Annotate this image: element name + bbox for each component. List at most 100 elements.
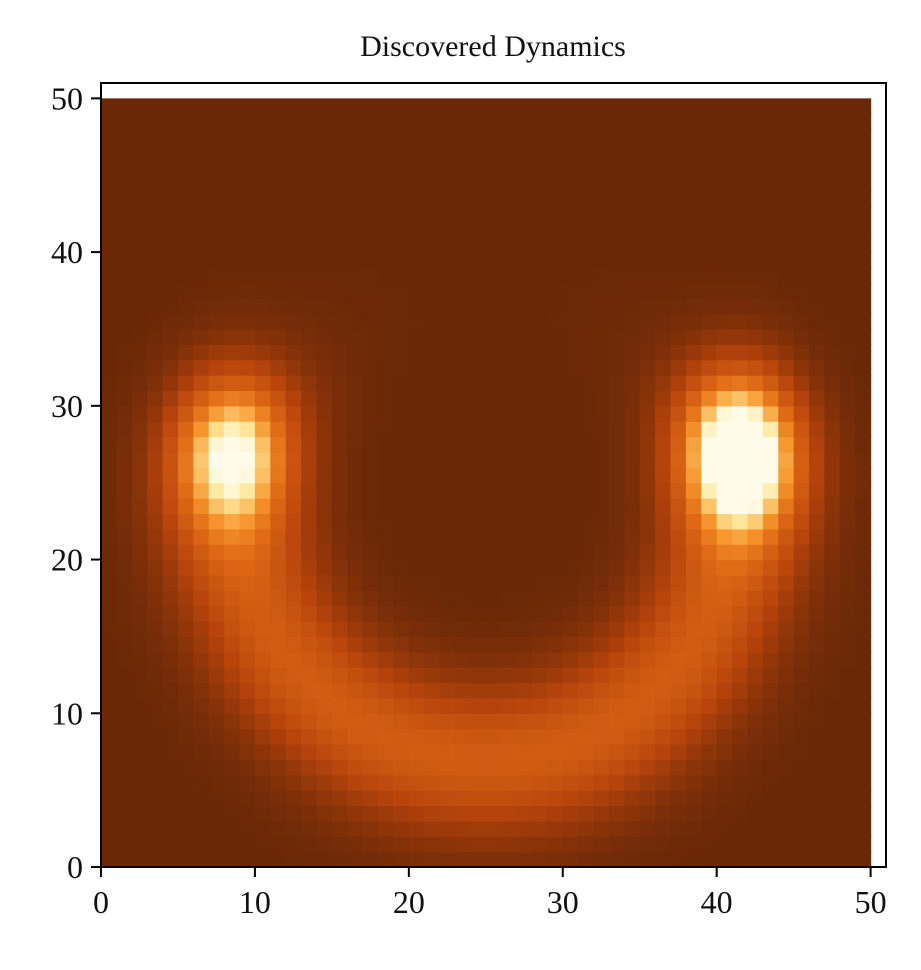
heatmap-cell [270, 513, 287, 530]
heatmap-cell [254, 113, 271, 130]
heatmap-cell [670, 744, 687, 760]
heatmap-cell [824, 175, 841, 192]
heatmap-cell [270, 405, 287, 422]
heatmap-cell [193, 559, 210, 576]
heatmap-cell [193, 175, 210, 192]
heatmap-cell [301, 590, 318, 607]
heatmap-cell [439, 359, 456, 376]
heatmap-cell [316, 175, 333, 192]
heatmap-cell [162, 713, 179, 730]
heatmap-cell [562, 436, 579, 453]
heatmap-cell [516, 759, 533, 776]
heatmap-cell [239, 498, 256, 515]
heatmap-cell [624, 559, 641, 576]
heatmap-cell [670, 359, 687, 376]
heatmap-cell [747, 144, 764, 161]
heatmap-cell [762, 851, 779, 868]
heatmap-cell [516, 436, 533, 453]
heatmap-cell [101, 820, 117, 837]
heatmap-cell [347, 282, 364, 299]
heatmap-cell [439, 267, 456, 284]
heatmap-cell [362, 190, 379, 207]
heatmap-cell [685, 159, 702, 176]
heatmap-cell [485, 328, 502, 345]
heatmap-cell [393, 175, 410, 192]
heatmap-cell [347, 144, 364, 161]
heatmap-cell [270, 636, 287, 653]
heatmap-cell [624, 421, 641, 438]
heatmap-cell [131, 98, 148, 115]
heatmap-cell [655, 682, 672, 699]
heatmap-cell [378, 498, 395, 515]
heatmap-cell [285, 205, 302, 222]
heatmap-cell [762, 774, 779, 791]
heatmap-cell [285, 651, 302, 668]
heatmap-cell [316, 774, 333, 791]
heatmap-cell [762, 559, 779, 576]
heatmap-cell [393, 467, 410, 484]
heatmap-cell [655, 451, 672, 468]
heatmap-cell [839, 651, 856, 668]
heatmap-cell [747, 759, 764, 776]
heatmap-cell [531, 175, 548, 192]
heatmap-cell [439, 405, 456, 422]
heatmap-cell [593, 605, 610, 622]
heatmap-cell [378, 605, 395, 622]
heatmap-cell [547, 744, 564, 760]
heatmap-cell [116, 774, 133, 791]
heatmap-cell [408, 574, 425, 591]
heatmap-cell [685, 328, 702, 345]
heatmap-cell [732, 528, 749, 545]
heatmap-cell [855, 436, 872, 453]
heatmap-cell [839, 467, 856, 484]
heatmap-cell [239, 436, 256, 453]
heatmap-cell [593, 820, 610, 837]
heatmap-cell [116, 559, 133, 576]
heatmap-cell [455, 190, 472, 207]
heatmap-cell [455, 267, 472, 284]
heatmap-cell [685, 344, 702, 361]
heatmap-cell [578, 790, 595, 807]
heatmap-cell [608, 651, 625, 668]
heatmap-cell [424, 713, 441, 730]
heatmap-cell [516, 744, 533, 760]
heatmap-cell [716, 559, 733, 576]
heatmap-cell [393, 129, 410, 146]
heatmap-cell [516, 159, 533, 176]
heatmap-cell [655, 836, 672, 853]
heatmap-cell [316, 328, 333, 345]
heatmap-cell [531, 697, 548, 714]
heatmap-cell [839, 574, 856, 591]
heatmap-cell [424, 651, 441, 668]
heatmap-cell [177, 682, 194, 699]
heatmap-cell [501, 513, 518, 530]
heatmap-cell [824, 544, 841, 561]
x-tick-label: 20 [393, 884, 425, 920]
heatmap-cell [301, 313, 318, 330]
heatmap-cell [408, 528, 425, 545]
heatmap-cell [747, 405, 764, 422]
heatmap-cell [239, 282, 256, 299]
heatmap-cell [716, 728, 733, 745]
heatmap-cell [455, 544, 472, 561]
heatmap-cell [193, 405, 210, 422]
heatmap-cell [347, 390, 364, 407]
heatmap-cell [116, 375, 133, 392]
heatmap-cell [593, 436, 610, 453]
heatmap-cell [439, 221, 456, 238]
heatmap-cell [593, 252, 610, 269]
heatmap-cell [347, 713, 364, 730]
heatmap-cell [193, 482, 210, 499]
heatmap-cell [485, 851, 502, 868]
heatmap-cell [593, 851, 610, 868]
heatmap-cell [531, 359, 548, 376]
heatmap-cell [408, 728, 425, 745]
heatmap-cell [285, 451, 302, 468]
heatmap-cell [177, 713, 194, 730]
heatmap-cell [608, 774, 625, 791]
heatmap-cell [455, 298, 472, 315]
heatmap-cell [393, 405, 410, 422]
heatmap-cell [131, 574, 148, 591]
heatmap-cell [824, 805, 841, 822]
